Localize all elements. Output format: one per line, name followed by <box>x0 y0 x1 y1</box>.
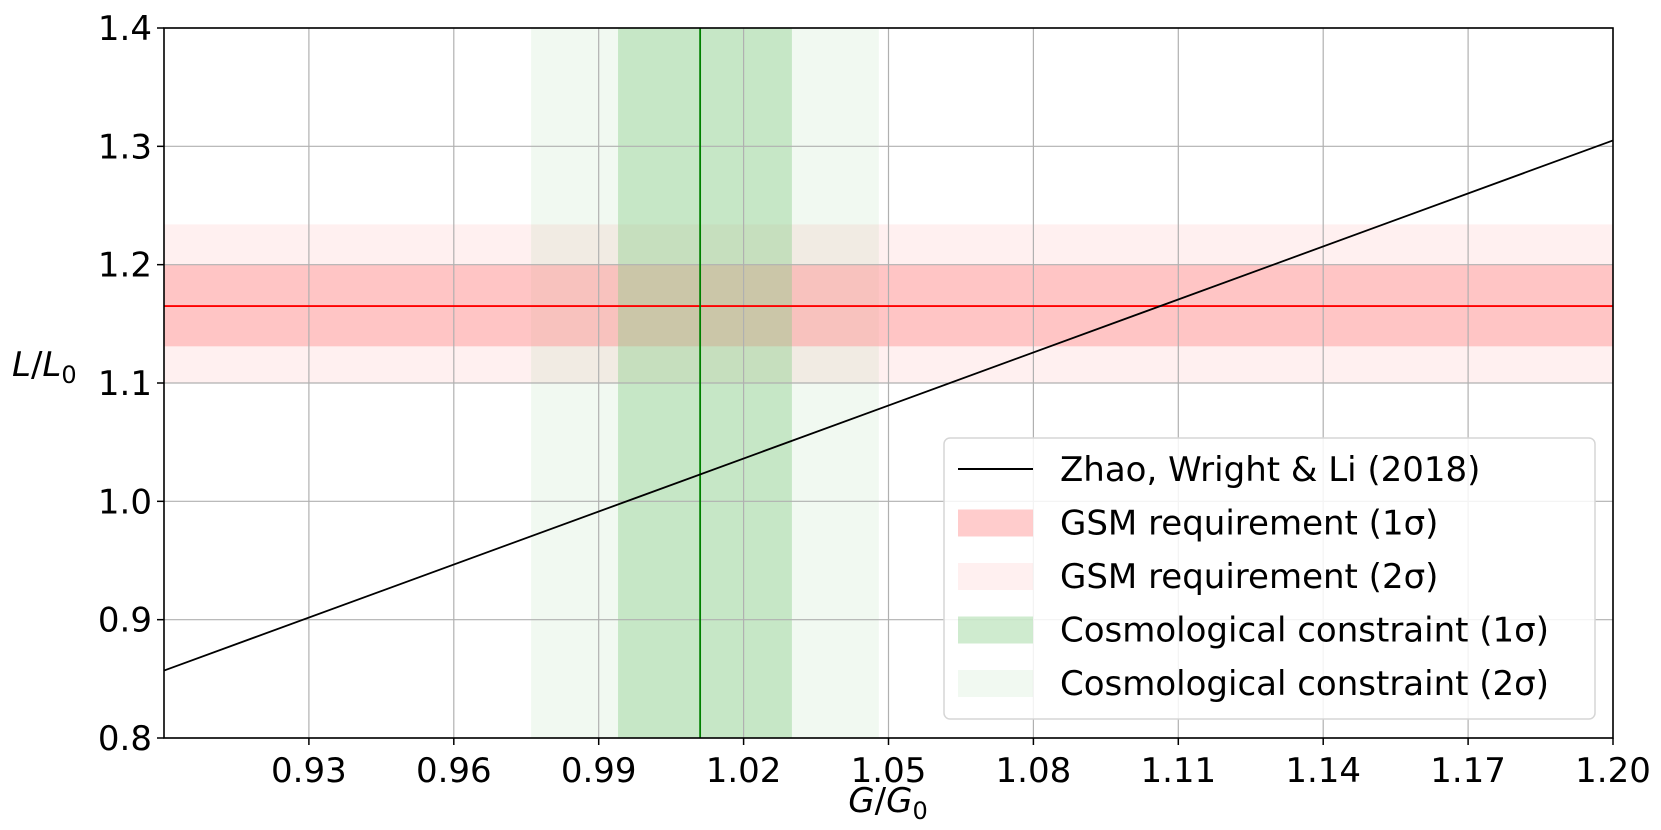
x-tick-label: 1.11 <box>1140 751 1216 791</box>
x-tick-label: 0.99 <box>561 751 637 791</box>
legend-swatch-patch <box>958 509 1033 537</box>
y-tick-label: 1.2 <box>98 246 152 286</box>
legend-swatch-patch <box>958 670 1033 697</box>
y-tick-label: 1.1 <box>98 364 152 404</box>
x-tick-label: 1.20 <box>1575 751 1651 791</box>
x-tick-label: 1.14 <box>1285 751 1361 791</box>
x-tick-label: 1.05 <box>851 751 927 791</box>
y-tick-label: 0.9 <box>98 601 152 641</box>
x-tick-label: 1.08 <box>996 751 1072 791</box>
x-tick-label: 1.17 <box>1430 751 1506 791</box>
legend-label: GSM requirement (1σ) <box>1060 504 1438 544</box>
x-tick-label: 0.93 <box>271 751 347 791</box>
ticks-layer: 0.93 0.96 0.99 1.02 1.05 1.08 1.11 1.14 1.17 1.20… <box>98 9 1651 791</box>
legend-frame <box>943 437 1596 720</box>
legend-label: Zhao, Wright & Li (2018) <box>1060 450 1480 490</box>
y-tick-label: 1.0 <box>98 482 152 522</box>
y-axis-label: L/L0 <box>12 345 77 389</box>
x-tick-label: 0.96 <box>416 751 492 791</box>
y-tick-label: 0.8 <box>98 719 152 759</box>
series-line-zhao-wright-li <box>163 139 1614 672</box>
y-tick-label: 1.4 <box>98 9 152 49</box>
legend-label: GSM requirement (2σ) <box>1060 557 1438 597</box>
legend-label: Cosmological constraint (2σ) <box>1060 664 1549 704</box>
y-tick-label: 1.3 <box>98 127 152 167</box>
legend-swatch-patch <box>958 616 1033 644</box>
x-axis-label: G/G0 <box>848 781 927 825</box>
legend-swatch-patch <box>958 563 1033 590</box>
lines-layer <box>163 28 1614 738</box>
legend: Zhao, Wright & Li (2018) GSM requirement … <box>943 437 1596 720</box>
x-tick-label: 1.02 <box>706 751 782 791</box>
legend-label: Cosmological constraint (1σ) <box>1060 611 1549 651</box>
